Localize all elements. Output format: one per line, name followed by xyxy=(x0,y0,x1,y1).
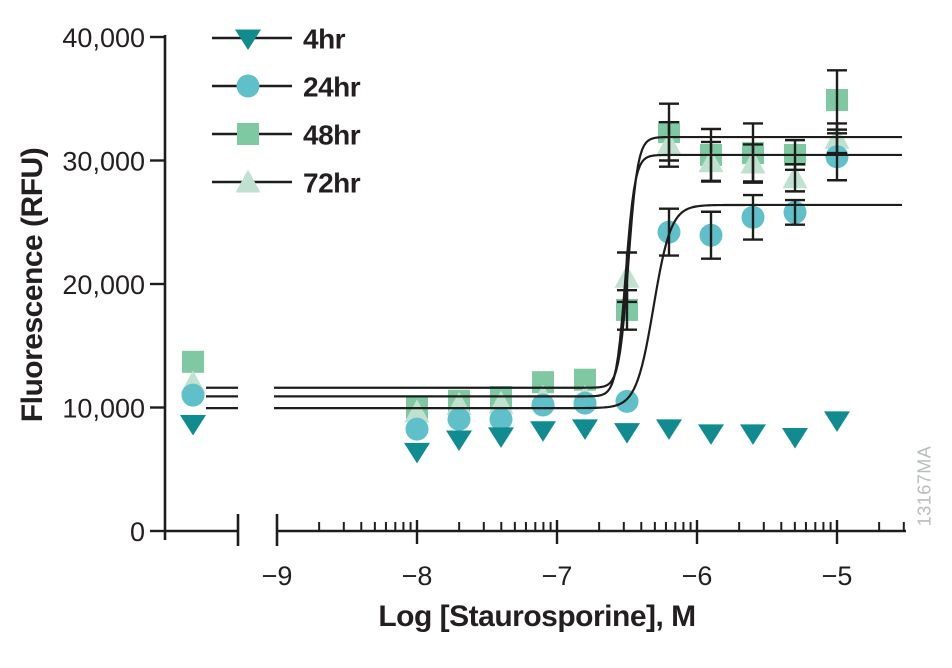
marker-24hr xyxy=(531,393,555,417)
marker-4hr xyxy=(488,427,514,448)
legend-label-48hr: 48hr xyxy=(303,120,361,151)
legend-marker-4hr xyxy=(235,29,261,50)
y-tick-label: 40,000 xyxy=(62,23,145,53)
fit-curve-72hr xyxy=(274,153,902,398)
y-tick-label: 10,000 xyxy=(62,394,145,424)
y-tick-label: 20,000 xyxy=(62,270,145,300)
x-tick-label: −7 xyxy=(542,561,573,591)
marker-4hr xyxy=(740,424,766,445)
watermark-text: 13167MA xyxy=(914,445,935,527)
marker-24hr xyxy=(447,407,471,431)
marker-4hr xyxy=(824,411,850,432)
y-tick-label: 0 xyxy=(130,517,145,547)
marker-48hr xyxy=(182,350,204,373)
y-tick-label: 30,000 xyxy=(62,147,145,177)
marker-24hr xyxy=(489,407,513,431)
legend-label-72hr: 72hr xyxy=(303,168,361,199)
fit-curve-24hr xyxy=(274,203,902,410)
marker-4hr xyxy=(404,442,430,464)
y-axis-title: Fluorescence (RFU) xyxy=(16,147,49,423)
fit-curve-48hr xyxy=(274,135,902,389)
marker-24hr xyxy=(615,389,639,413)
marker-4hr xyxy=(614,423,640,444)
marker-4hr xyxy=(698,424,724,445)
legend-label-24hr: 24hr xyxy=(303,72,361,103)
marker-4hr xyxy=(180,415,206,436)
marker-4hr xyxy=(656,419,682,440)
marker-4hr xyxy=(530,421,556,442)
x-tick-label: −9 xyxy=(262,561,293,591)
marker-24hr xyxy=(181,383,205,407)
marker-4hr xyxy=(572,419,598,440)
marker-24hr xyxy=(405,417,429,441)
marker-4hr xyxy=(782,428,808,449)
x-axis-title: Log [Staurosporine], M xyxy=(378,600,696,633)
marker-4hr xyxy=(446,430,472,451)
legend-marker-48hr xyxy=(237,123,259,145)
marker-72hr xyxy=(404,399,430,423)
legend-label-4hr: 4hr xyxy=(303,24,346,55)
marker-48hr xyxy=(574,368,596,391)
x-tick-label: −6 xyxy=(682,561,713,591)
x-tick-label: −8 xyxy=(402,561,433,591)
x-tick-label: −5 xyxy=(822,561,853,591)
legend-marker-72hr xyxy=(235,169,261,193)
legend-marker-24hr xyxy=(236,74,260,98)
